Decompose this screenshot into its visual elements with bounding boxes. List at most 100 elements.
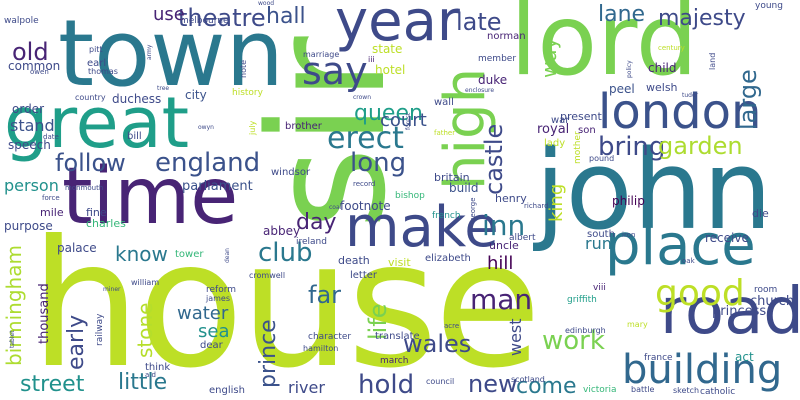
word-scotland: scotland (511, 375, 545, 384)
word-little: little (118, 370, 168, 395)
word-purpose: purpose (4, 219, 53, 233)
word-prince: prince (256, 319, 281, 388)
word-early: early (64, 314, 89, 370)
word-forest: forest (405, 112, 412, 130)
word-year: year (335, 0, 460, 54)
word-hill: hill (487, 253, 514, 274)
word-welsh: welsh (646, 81, 678, 94)
word-peel: peel (609, 82, 635, 96)
word-court: court (380, 110, 427, 131)
word-fine: fine (86, 206, 107, 219)
word-lord: lord (510, 0, 698, 98)
word-tree: tree (157, 85, 170, 92)
word-griffith: griffith (567, 295, 597, 305)
word-george: george (469, 197, 477, 222)
word-wall: wall (434, 97, 454, 108)
word-army: army (146, 44, 153, 60)
word-brother: brother (285, 121, 322, 132)
word-france: france (644, 353, 673, 363)
word-reform: reform (206, 285, 237, 295)
word-cromwell: cromwell (249, 271, 286, 280)
word-child: child (648, 61, 677, 75)
word-south: south (587, 229, 615, 240)
word-norman: norman (487, 31, 526, 42)
word-great: great (4, 82, 190, 164)
word-road: road (660, 275, 800, 349)
word-owyn: owyn (198, 124, 214, 131)
word-visit: visit (388, 256, 411, 269)
word-common: common (8, 59, 61, 73)
word-follow: follow (55, 149, 126, 177)
word-monmouth: monmouth (65, 184, 104, 192)
word-owen: owen (30, 68, 49, 76)
word-father: father (434, 129, 456, 137)
word-abbey: abbey (263, 224, 301, 238)
word-catholic: catholic (700, 387, 736, 397)
word-good: good (655, 273, 745, 314)
word-die: die (752, 207, 769, 220)
word-date: date (43, 133, 59, 141)
word-tower: tower (175, 249, 204, 260)
word-edinburgh: edinburgh (565, 326, 606, 335)
word-make: make (345, 195, 499, 260)
word-mother: mother (573, 131, 583, 164)
word-build: build (449, 181, 479, 195)
word-mary: mary (627, 320, 648, 329)
word-stand: stand (10, 116, 55, 135)
word-hotel: hotel (375, 63, 406, 77)
word-stone: stone (133, 302, 157, 358)
word-force: force (42, 194, 60, 202)
word-river: river (288, 378, 325, 397)
word-lane: lane (598, 2, 646, 27)
word-new: new (468, 370, 518, 398)
word-marriage: marriage (303, 50, 340, 59)
word-lady: lady (544, 138, 566, 149)
word-walpole: walpole (4, 16, 39, 26)
word-water: water (177, 303, 229, 324)
word-policy: policy (626, 60, 633, 78)
word-person: person (4, 176, 59, 195)
word-viii: viii (593, 283, 606, 293)
word-tudor: tudor (682, 92, 699, 99)
word-inn: inn (482, 209, 526, 242)
word-hall: hall (266, 4, 306, 29)
word-hold: hold (358, 370, 415, 400)
word-richard: richard (524, 202, 549, 210)
word-princess: princess (712, 304, 767, 319)
word-miner: miner (103, 286, 121, 293)
word-member: member (478, 54, 517, 64)
word-ireland: ireland (296, 237, 327, 247)
word-street: street (20, 372, 85, 397)
word-tablet: tablet (9, 330, 16, 348)
word-elizabeth: elizabeth (425, 253, 471, 264)
word-note: note (239, 59, 248, 78)
word-long: long (350, 148, 407, 178)
word-wood: wood (258, 0, 275, 7)
word-land: land (708, 52, 717, 70)
word-footnote: footnote (340, 199, 391, 213)
word-iii: iii (368, 55, 375, 64)
word-town: town (58, 0, 284, 107)
word-old: old (12, 38, 49, 66)
word-history: history (232, 88, 263, 98)
word-letter: letter (350, 270, 378, 281)
word-order: order (12, 102, 44, 116)
word-queen: queen (354, 101, 423, 126)
word-dear: dear (200, 340, 223, 351)
word-duchess: duchess (112, 92, 162, 106)
word-crown: crown (353, 94, 372, 101)
word-say: say (302, 49, 368, 93)
word-march: march (380, 356, 409, 366)
word-parliament: parliament (182, 179, 253, 194)
word-country: country (75, 93, 106, 102)
word-william: william (131, 278, 160, 287)
word-wales: wales (403, 330, 472, 358)
word-time: time (62, 152, 239, 242)
word-son: son (578, 125, 596, 136)
word-charles: charles (86, 217, 126, 230)
word-bring: bring (598, 132, 666, 162)
word-work: work (542, 326, 605, 356)
word-late: late (456, 8, 502, 36)
word-state: state (372, 42, 403, 56)
